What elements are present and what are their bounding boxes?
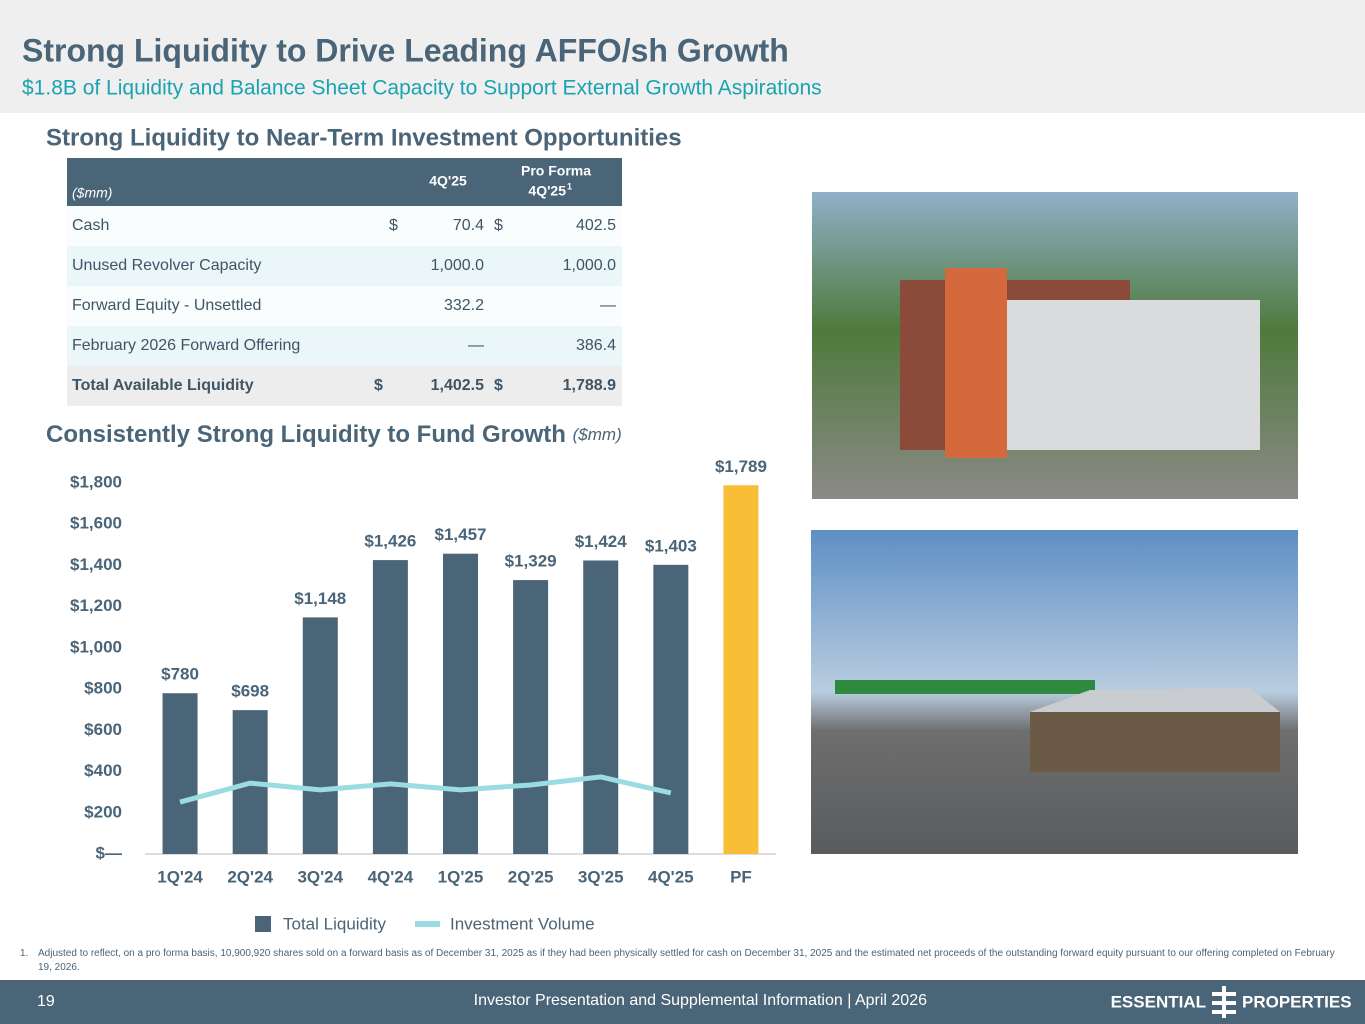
cell: 1,402.5 [431, 377, 484, 394]
data-label: $1,424 [575, 532, 628, 551]
chart-title-text: Consistently Strong Liquidity to Fund Gr… [46, 421, 566, 448]
data-label: $1,329 [505, 552, 557, 571]
footer-band [0, 980, 1365, 1024]
cell: — [600, 297, 616, 314]
bar [513, 580, 549, 854]
legend-label: Total Liquidity [283, 914, 387, 933]
column-header: 4Q'25 [429, 173, 467, 189]
cell: 402.5 [576, 217, 616, 234]
y-tick-label: $1,000 [70, 637, 122, 656]
table-row-bg [67, 206, 622, 246]
row-label: Cash [72, 217, 109, 234]
header-band [0, 0, 1365, 113]
title: Strong Liquidity to Drive Leading AFFO/s… [22, 32, 789, 68]
cell: 332.2 [444, 297, 484, 314]
data-label: $1,789 [715, 457, 767, 476]
table-title: Strong Liquidity to Near-Term Investment… [46, 124, 682, 151]
data-label: $698 [231, 682, 269, 701]
x-tick-label: 2Q'25 [508, 867, 554, 886]
bar [583, 560, 619, 854]
bar [653, 564, 689, 854]
footer-text: Investor Presentation and Supplemental I… [474, 992, 927, 1009]
bar [723, 485, 759, 854]
legend-swatch [255, 916, 271, 932]
x-tick-label: 3Q'25 [578, 867, 624, 886]
page-number: 19 [37, 993, 55, 1010]
table-row-bg [67, 246, 622, 286]
column-header: 4Q'25 [528, 183, 566, 199]
bar [302, 617, 338, 854]
y-tick-label: $1,800 [70, 472, 122, 491]
data-label: $780 [161, 665, 199, 684]
subtitle: $1.8B of Liquidity and Balance Sheet Cap… [22, 77, 822, 100]
table-header-bg [67, 158, 622, 206]
row-label: Forward Equity - Unsettled [72, 297, 261, 314]
row-label: Total Available Liquidity [72, 377, 254, 394]
logo-mark [1212, 986, 1236, 1018]
x-tick-label: 2Q'24 [227, 867, 273, 886]
x-tick-label: PF [730, 867, 752, 886]
y-tick-label: $1,600 [70, 514, 122, 533]
cell: — [468, 337, 484, 354]
data-label: $1,403 [645, 536, 697, 555]
currency: $ [389, 217, 398, 234]
y-tick-label: $1,400 [70, 555, 122, 574]
bar [372, 560, 408, 854]
table-row-bg [67, 286, 622, 326]
footnote: 1. Adjusted to reflect, on a pro forma ba… [20, 947, 1340, 975]
table-unit: ($mm) [72, 185, 112, 201]
x-tick-label: 1Q'24 [157, 867, 203, 886]
legend-label: Investment Volume [450, 914, 595, 933]
logo-left: ESSENTIAL [1111, 992, 1206, 1011]
y-tick-label: $800 [84, 679, 122, 698]
y-tick-label: $600 [84, 720, 122, 739]
bar [162, 693, 198, 854]
footnote-marker: 1. [20, 948, 29, 959]
x-tick-label: 3Q'24 [297, 867, 343, 886]
cell: 1,000.0 [563, 257, 616, 274]
table-row-bg [67, 326, 622, 366]
photo-gas-station [811, 530, 1298, 854]
data-label: $1,457 [435, 525, 487, 544]
y-tick-label: $200 [84, 802, 122, 821]
data-label: $1,426 [364, 532, 416, 551]
x-tick-label: 4Q'24 [368, 867, 414, 886]
bar [443, 553, 478, 854]
logo-right: PROPERTIES [1242, 992, 1352, 1011]
chart-subtitle: ($mm) [573, 425, 622, 444]
cell: 1,000.0 [431, 257, 484, 274]
table-row-bg [67, 366, 622, 406]
cell: 70.4 [453, 217, 484, 234]
chart-title: Consistently Strong Liquidity to Fund Gr… [46, 421, 622, 448]
row-label: February 2026 Forward Offering [72, 337, 300, 354]
data-label: $1,148 [294, 589, 346, 608]
x-tick-label: 4Q'25 [648, 867, 694, 886]
cell: 1,788.9 [563, 377, 616, 394]
column-header: Pro Forma [521, 163, 591, 179]
currency: $ [494, 217, 503, 234]
currency: $ [494, 377, 503, 394]
photo-building [812, 192, 1298, 499]
y-tick-label: $— [96, 843, 122, 862]
footnote-text: Adjusted to reflect, on a pro forma basi… [38, 948, 1335, 973]
cell: 386.4 [576, 337, 616, 354]
chart: $— $200 $400 $600 $800 $1,000 $1,200 $1,400 $1,6… [70, 457, 776, 933]
row-label: Unused Revolver Capacity [72, 257, 261, 274]
line [179, 774, 672, 805]
y-tick-label: $400 [84, 761, 122, 780]
legend-swatch [415, 921, 440, 927]
currency: $ [374, 377, 383, 394]
x-tick-label: 1Q'25 [438, 867, 484, 886]
y-tick-label: $1,200 [70, 596, 122, 615]
column-note: 1 [567, 181, 572, 191]
